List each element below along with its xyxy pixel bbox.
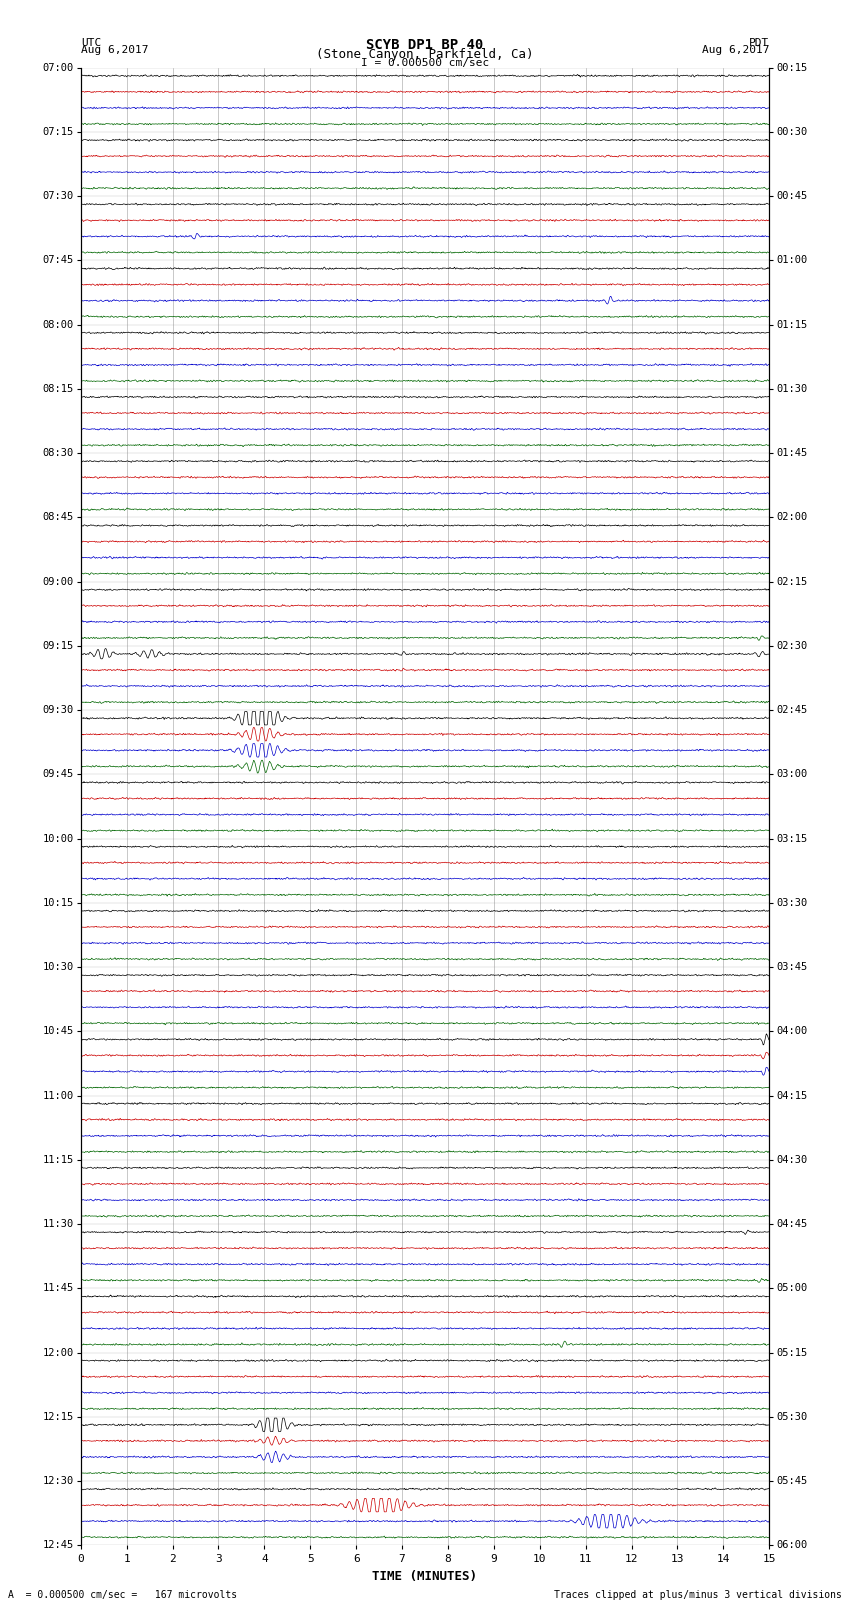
Text: Aug 6,2017: Aug 6,2017 [702, 45, 769, 55]
X-axis label: TIME (MINUTES): TIME (MINUTES) [372, 1569, 478, 1582]
Text: (Stone Canyon, Parkfield, Ca): (Stone Canyon, Parkfield, Ca) [316, 47, 534, 61]
Text: PDT: PDT [749, 37, 769, 48]
Text: I = 0.000500 cm/sec: I = 0.000500 cm/sec [361, 58, 489, 68]
Text: A  = 0.000500 cm/sec =   167 microvolts: A = 0.000500 cm/sec = 167 microvolts [8, 1590, 238, 1600]
Text: Aug 6,2017: Aug 6,2017 [81, 45, 148, 55]
Text: Traces clipped at plus/minus 3 vertical divisions: Traces clipped at plus/minus 3 vertical … [553, 1590, 842, 1600]
Text: SCYB DP1 BP 40: SCYB DP1 BP 40 [366, 37, 484, 52]
Text: UTC: UTC [81, 37, 101, 48]
